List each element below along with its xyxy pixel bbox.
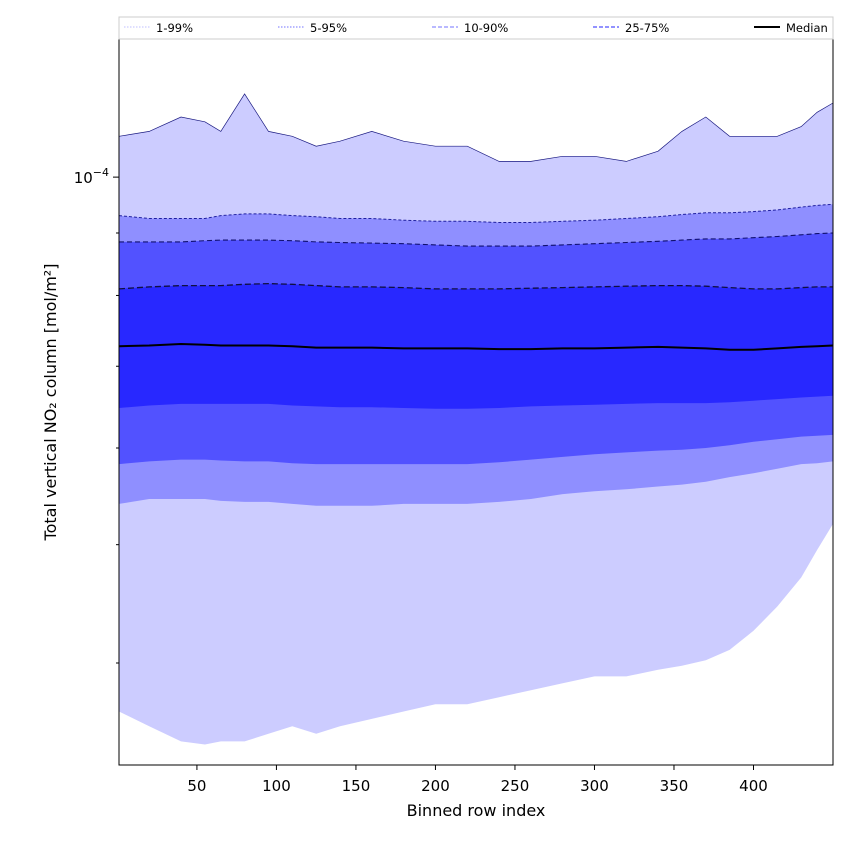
line-10-90-upper	[119, 232, 834, 247]
x-axis-ticks: 50 100 150 200 250 300 350 400	[187, 765, 768, 795]
x-tick-label: 300	[580, 777, 609, 795]
x-tick-label: 350	[660, 777, 689, 795]
median-line	[118, 342, 834, 351]
x-tick-label: 100	[262, 777, 291, 795]
legend-label: 25-75%	[625, 21, 669, 35]
y-axis-ticks: 10−4	[74, 166, 119, 664]
y-tick-label: 10−4	[74, 166, 109, 187]
legend: 1-99% 5-95% 10-90% 25-75% Median	[118, 16, 834, 40]
legend-label: Median	[786, 21, 828, 35]
y-axis-label: Total vertical NO₂ column [mol/m²]	[41, 264, 60, 542]
line-1-99-upper	[118, 93, 834, 162]
legend-label: 1-99%	[156, 21, 193, 35]
line-25-75-upper	[118, 282, 833, 290]
x-tick-label: 400	[739, 777, 768, 795]
x-tick-label: 250	[501, 777, 530, 795]
legend-box	[118, 16, 834, 40]
band-25-75	[119, 283, 833, 409]
legend-label: 5-95%	[310, 21, 347, 35]
x-tick-label: 200	[421, 777, 450, 795]
legend-label: 10-90%	[464, 21, 508, 35]
percentile-lines-layer	[118, 93, 834, 351]
band-layer	[119, 93, 833, 745]
x-tick-label: 50	[187, 777, 206, 795]
x-axis-label: Binned row index	[407, 801, 546, 820]
x-tick-label: 150	[342, 777, 371, 795]
